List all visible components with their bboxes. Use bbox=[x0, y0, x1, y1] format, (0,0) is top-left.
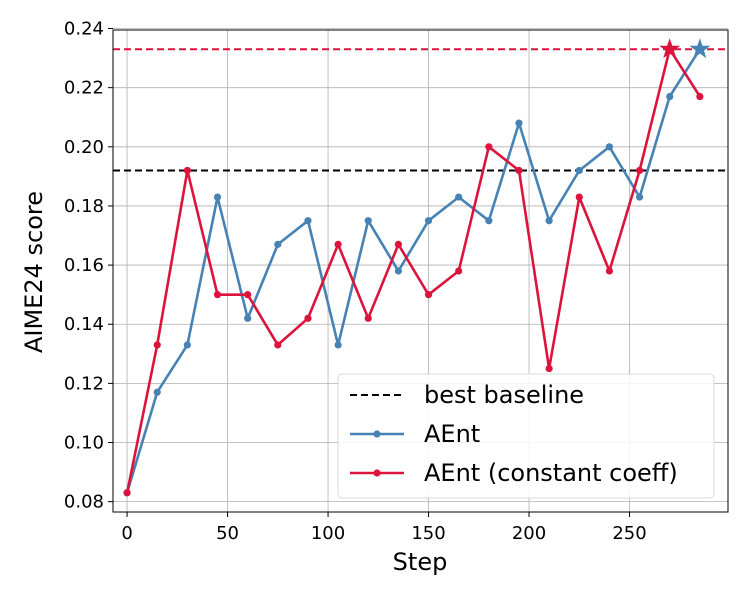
legend-box bbox=[337, 373, 715, 499]
legend-marker bbox=[373, 469, 381, 477]
legend-label: AEnt (constant coeff) bbox=[424, 459, 678, 487]
data-point bbox=[394, 267, 402, 275]
y-tick-label: 0.20 bbox=[64, 137, 104, 158]
y-axis-ticks: 0.08 0.10 0.12 0.14 0.16 0.18 0.20 0.22 0.24 bbox=[64, 19, 113, 513]
y-tick-label: 0.14 bbox=[64, 314, 104, 335]
data-point bbox=[575, 166, 583, 175]
data-point bbox=[485, 217, 493, 225]
data-point bbox=[424, 217, 433, 225]
data-point bbox=[364, 314, 372, 322]
y-tick-label: 0.12 bbox=[64, 373, 104, 394]
x-tick-label: 50 bbox=[216, 523, 239, 544]
y-tick-label: 0.08 bbox=[64, 492, 104, 513]
data-point bbox=[183, 166, 191, 175]
x-tick-label: 250 bbox=[612, 523, 646, 544]
x-tick-label: 200 bbox=[512, 523, 546, 544]
data-point bbox=[485, 143, 493, 151]
data-point bbox=[334, 341, 342, 349]
data-point bbox=[696, 92, 704, 101]
data-point bbox=[666, 92, 674, 101]
y-tick-label: 0.16 bbox=[64, 255, 104, 276]
y-tick-label: 0.18 bbox=[64, 196, 104, 217]
data-point bbox=[123, 489, 131, 497]
data-point bbox=[575, 193, 583, 201]
series-line bbox=[125, 47, 701, 494]
data-point bbox=[515, 166, 523, 175]
data-point bbox=[424, 291, 433, 299]
data-point bbox=[244, 291, 252, 299]
data-point bbox=[213, 193, 222, 201]
grid bbox=[113, 28, 728, 512]
data-point bbox=[244, 314, 252, 322]
y-axis-label: AIME24 score bbox=[20, 191, 48, 353]
data-point bbox=[605, 143, 614, 151]
y-tick-label: 0.24 bbox=[64, 19, 104, 40]
data-point bbox=[545, 364, 553, 373]
legend: best baseline AEnt AEnt (constant coeff) bbox=[337, 373, 715, 499]
data-point bbox=[274, 341, 282, 349]
x-tick-label: 100 bbox=[311, 523, 345, 544]
plot-frame bbox=[112, 29, 729, 513]
legend-marker bbox=[373, 430, 381, 438]
data-point bbox=[635, 166, 644, 175]
data-point bbox=[515, 119, 523, 127]
x-tick-label: 0 bbox=[121, 523, 132, 544]
data-point bbox=[334, 240, 342, 248]
legend-label: AEnt bbox=[424, 420, 480, 448]
data-point bbox=[605, 267, 614, 275]
best-star-marker bbox=[689, 38, 711, 59]
legend-label: best baseline bbox=[424, 381, 584, 409]
series-layer bbox=[123, 38, 711, 497]
series-aent-constant-coeff bbox=[123, 45, 704, 497]
data-point bbox=[455, 267, 463, 275]
y-tick-label: 0.22 bbox=[64, 78, 104, 99]
data-point bbox=[274, 240, 282, 248]
data-point bbox=[153, 388, 161, 396]
data-point bbox=[394, 240, 402, 248]
series-aent bbox=[123, 45, 704, 497]
reference-lines bbox=[113, 48, 728, 172]
data-point bbox=[304, 314, 312, 322]
data-point bbox=[213, 291, 222, 299]
y-tick-label: 0.10 bbox=[64, 433, 104, 454]
series-line bbox=[125, 48, 701, 494]
data-point bbox=[545, 217, 553, 225]
x-axis-label: Step bbox=[393, 548, 448, 576]
data-point bbox=[304, 217, 312, 225]
data-point bbox=[364, 217, 372, 225]
data-point bbox=[183, 341, 191, 349]
best-star-marker bbox=[659, 38, 681, 59]
x-axis-ticks: 0 50 100 150 200 250 bbox=[121, 512, 647, 544]
data-point bbox=[153, 341, 161, 349]
x-tick-label: 150 bbox=[411, 523, 445, 544]
data-point bbox=[635, 193, 644, 201]
data-point bbox=[455, 193, 463, 201]
